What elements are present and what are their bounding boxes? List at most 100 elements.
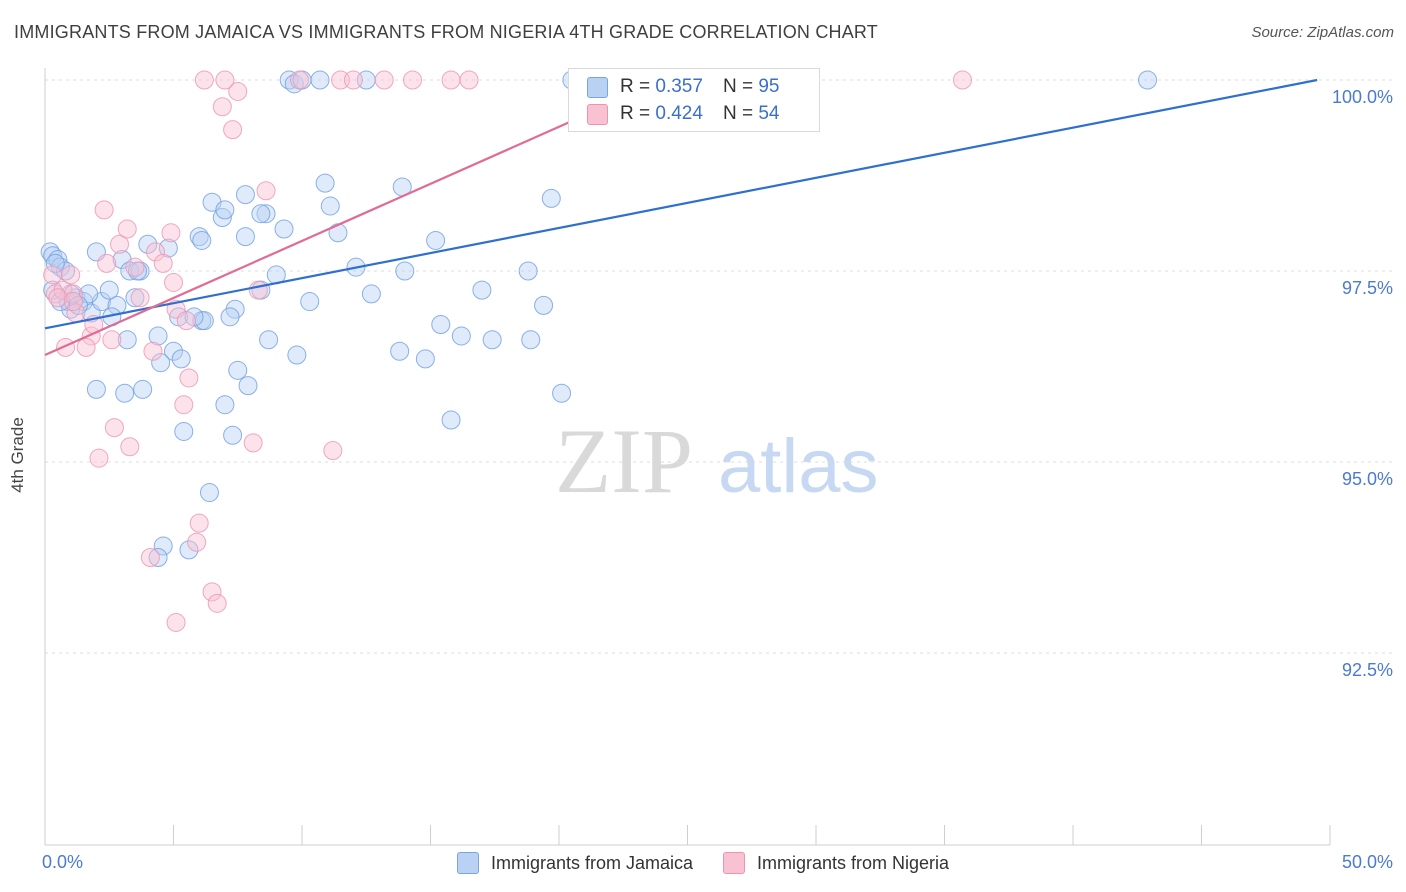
data-point bbox=[179, 540, 199, 560]
data-point bbox=[215, 70, 235, 90]
data-point bbox=[259, 330, 279, 350]
data-point bbox=[56, 261, 76, 281]
data-point bbox=[148, 548, 168, 567]
data-point bbox=[174, 421, 194, 441]
nigeria-swatch bbox=[587, 103, 608, 125]
data-point bbox=[251, 204, 271, 224]
data-point bbox=[63, 292, 83, 312]
data-point bbox=[212, 208, 232, 228]
data-point bbox=[179, 368, 199, 388]
legend-item-nigeria: Immigrants from Nigeria bbox=[723, 852, 949, 874]
data-point bbox=[289, 70, 309, 90]
nigeria-legend-swatch bbox=[723, 852, 745, 874]
data-point bbox=[220, 307, 240, 327]
data-point bbox=[1138, 70, 1158, 90]
data-point bbox=[415, 349, 435, 369]
data-point bbox=[176, 311, 196, 331]
data-point bbox=[952, 70, 972, 90]
data-point bbox=[328, 223, 348, 243]
nigeria-r-value: 0.424 bbox=[655, 103, 703, 124]
data-point bbox=[323, 441, 343, 461]
data-point bbox=[521, 330, 541, 350]
data-point bbox=[171, 349, 191, 369]
n-label: N = bbox=[722, 103, 754, 124]
data-point bbox=[110, 234, 130, 254]
data-point bbox=[223, 425, 243, 445]
jamaica-legend-swatch bbox=[456, 852, 479, 874]
data-point bbox=[164, 341, 183, 361]
data-point bbox=[451, 326, 471, 346]
r-label: R = bbox=[620, 103, 651, 124]
data-point bbox=[161, 223, 181, 243]
data-point bbox=[61, 265, 81, 285]
data-point bbox=[143, 341, 163, 361]
data-point bbox=[215, 200, 235, 220]
data-point bbox=[63, 284, 83, 304]
data-point bbox=[120, 437, 140, 457]
data-point bbox=[174, 395, 194, 415]
data-point bbox=[43, 246, 63, 266]
data-point bbox=[315, 173, 335, 193]
y-tick-label: 92.5% bbox=[1341, 660, 1393, 680]
nigeria-n-value: 54 bbox=[758, 103, 780, 124]
data-point bbox=[534, 295, 554, 315]
data-point bbox=[310, 70, 330, 90]
data-point bbox=[320, 196, 340, 216]
data-point bbox=[50, 257, 70, 277]
data-point bbox=[76, 337, 96, 357]
data-point bbox=[45, 253, 65, 273]
watermark-atlas: atlas bbox=[718, 424, 879, 509]
data-point bbox=[133, 379, 153, 399]
data-point bbox=[343, 70, 363, 90]
data-point bbox=[104, 418, 124, 438]
data-point bbox=[256, 181, 276, 201]
data-point bbox=[228, 81, 248, 101]
data-point bbox=[212, 97, 232, 117]
data-point bbox=[441, 70, 461, 90]
data-point bbox=[426, 230, 446, 250]
data-point bbox=[287, 345, 307, 365]
jamaica-n-value: 95 bbox=[758, 76, 780, 97]
data-point bbox=[153, 536, 173, 556]
data-point bbox=[125, 288, 145, 308]
gridlines bbox=[45, 79, 1395, 654]
data-point bbox=[238, 376, 258, 396]
data-point bbox=[140, 548, 160, 567]
data-point bbox=[403, 70, 423, 90]
correlation-legend: R = 0.357 N = 95 R = 0.424 N = 54 bbox=[568, 68, 820, 132]
data-point bbox=[151, 353, 171, 373]
data-point bbox=[120, 261, 140, 281]
data-point bbox=[153, 253, 173, 273]
axes bbox=[44, 68, 1331, 846]
data-point bbox=[374, 70, 394, 90]
data-point bbox=[256, 204, 276, 224]
data-point bbox=[552, 383, 572, 403]
data-point bbox=[117, 330, 137, 350]
data-point bbox=[235, 185, 255, 205]
y-tick-label: 100.0% bbox=[1331, 87, 1393, 107]
data-point bbox=[194, 70, 214, 90]
trend-lines bbox=[44, 78, 1318, 357]
data-point bbox=[166, 612, 186, 632]
data-point bbox=[361, 284, 381, 304]
jamaica-legend-label: Immigrants from Jamaica bbox=[490, 852, 693, 873]
data-point bbox=[86, 379, 106, 399]
data-point bbox=[189, 513, 209, 533]
data-point bbox=[541, 188, 561, 208]
y-tick-label: 95.0% bbox=[1341, 469, 1393, 489]
jamaica-swatch bbox=[587, 76, 608, 98]
data-point bbox=[125, 257, 145, 277]
zipatlas-watermark: ZIP atlas bbox=[555, 410, 879, 512]
nigeria-trend-line bbox=[44, 78, 665, 357]
data-point bbox=[68, 295, 88, 315]
x-tick-label-min: 0.0% bbox=[42, 852, 84, 872]
data-point bbox=[146, 242, 166, 262]
data-point bbox=[459, 70, 479, 90]
data-point bbox=[441, 410, 461, 430]
series-legend: Immigrants from Jamaica Immigrants from … bbox=[0, 852, 1406, 874]
legend-row-nigeria: R = 0.424 N = 54 bbox=[587, 101, 779, 127]
data-point bbox=[138, 234, 158, 254]
jamaica-r-value: 0.357 bbox=[655, 76, 703, 97]
legend-row-jamaica: R = 0.357 N = 95 bbox=[587, 74, 779, 100]
